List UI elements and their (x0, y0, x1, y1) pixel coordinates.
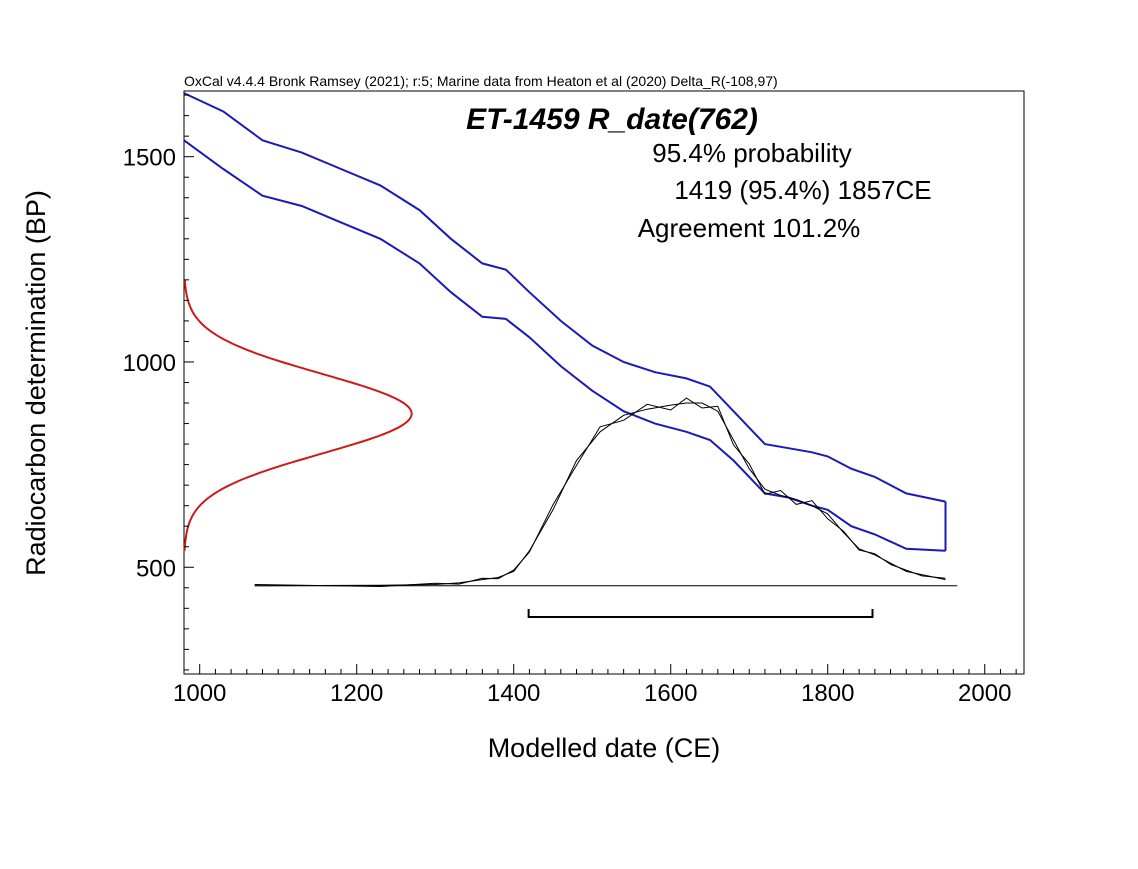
distribution-curve-raw (254, 397, 946, 588)
probability-label: 95.4% probability (652, 138, 851, 168)
x-tick-label: 2000 (958, 680, 1011, 707)
y-axis-label: Radiocarbon determination (BP) (21, 190, 51, 576)
x-axis-label: Modelled date (CE) (488, 733, 721, 763)
x-tick-label: 1600 (644, 680, 697, 707)
agreement-label: Agreement 101.2% (638, 213, 861, 243)
x-axis: 1000 1200 1400 1600 1800 2000 (173, 664, 1017, 707)
y-axis: 500 1000 1500 (123, 94, 194, 671)
calibration-curve-upper (183, 92, 946, 503)
sample-label: ET-1459 R_date(762) (466, 103, 758, 136)
radiocarbon-likelihood-curve (183, 279, 413, 551)
distribution-curve-smooth (254, 402, 946, 587)
range-bar (527, 609, 874, 618)
calibration-curves (183, 92, 947, 552)
x-tick-label: 1800 (801, 680, 854, 707)
range-label: 1419 (95.4%) 1857CE (674, 175, 931, 205)
y-tick-label: 500 (136, 555, 176, 582)
x-tick-label: 1400 (487, 680, 540, 707)
x-tick-label: 1000 (173, 680, 226, 707)
y-tick-label: 1500 (123, 145, 176, 172)
chart-header: OxCal v4.4.4 Bronk Ramsey (2021); r:5; M… (184, 73, 778, 89)
y-tick-label: 1000 (123, 350, 176, 377)
calibration-curve-lower (183, 139, 946, 552)
x-tick-label: 1200 (330, 680, 383, 707)
radiocarbon-likelihood (183, 279, 413, 551)
calibrated-distribution (254, 397, 958, 588)
